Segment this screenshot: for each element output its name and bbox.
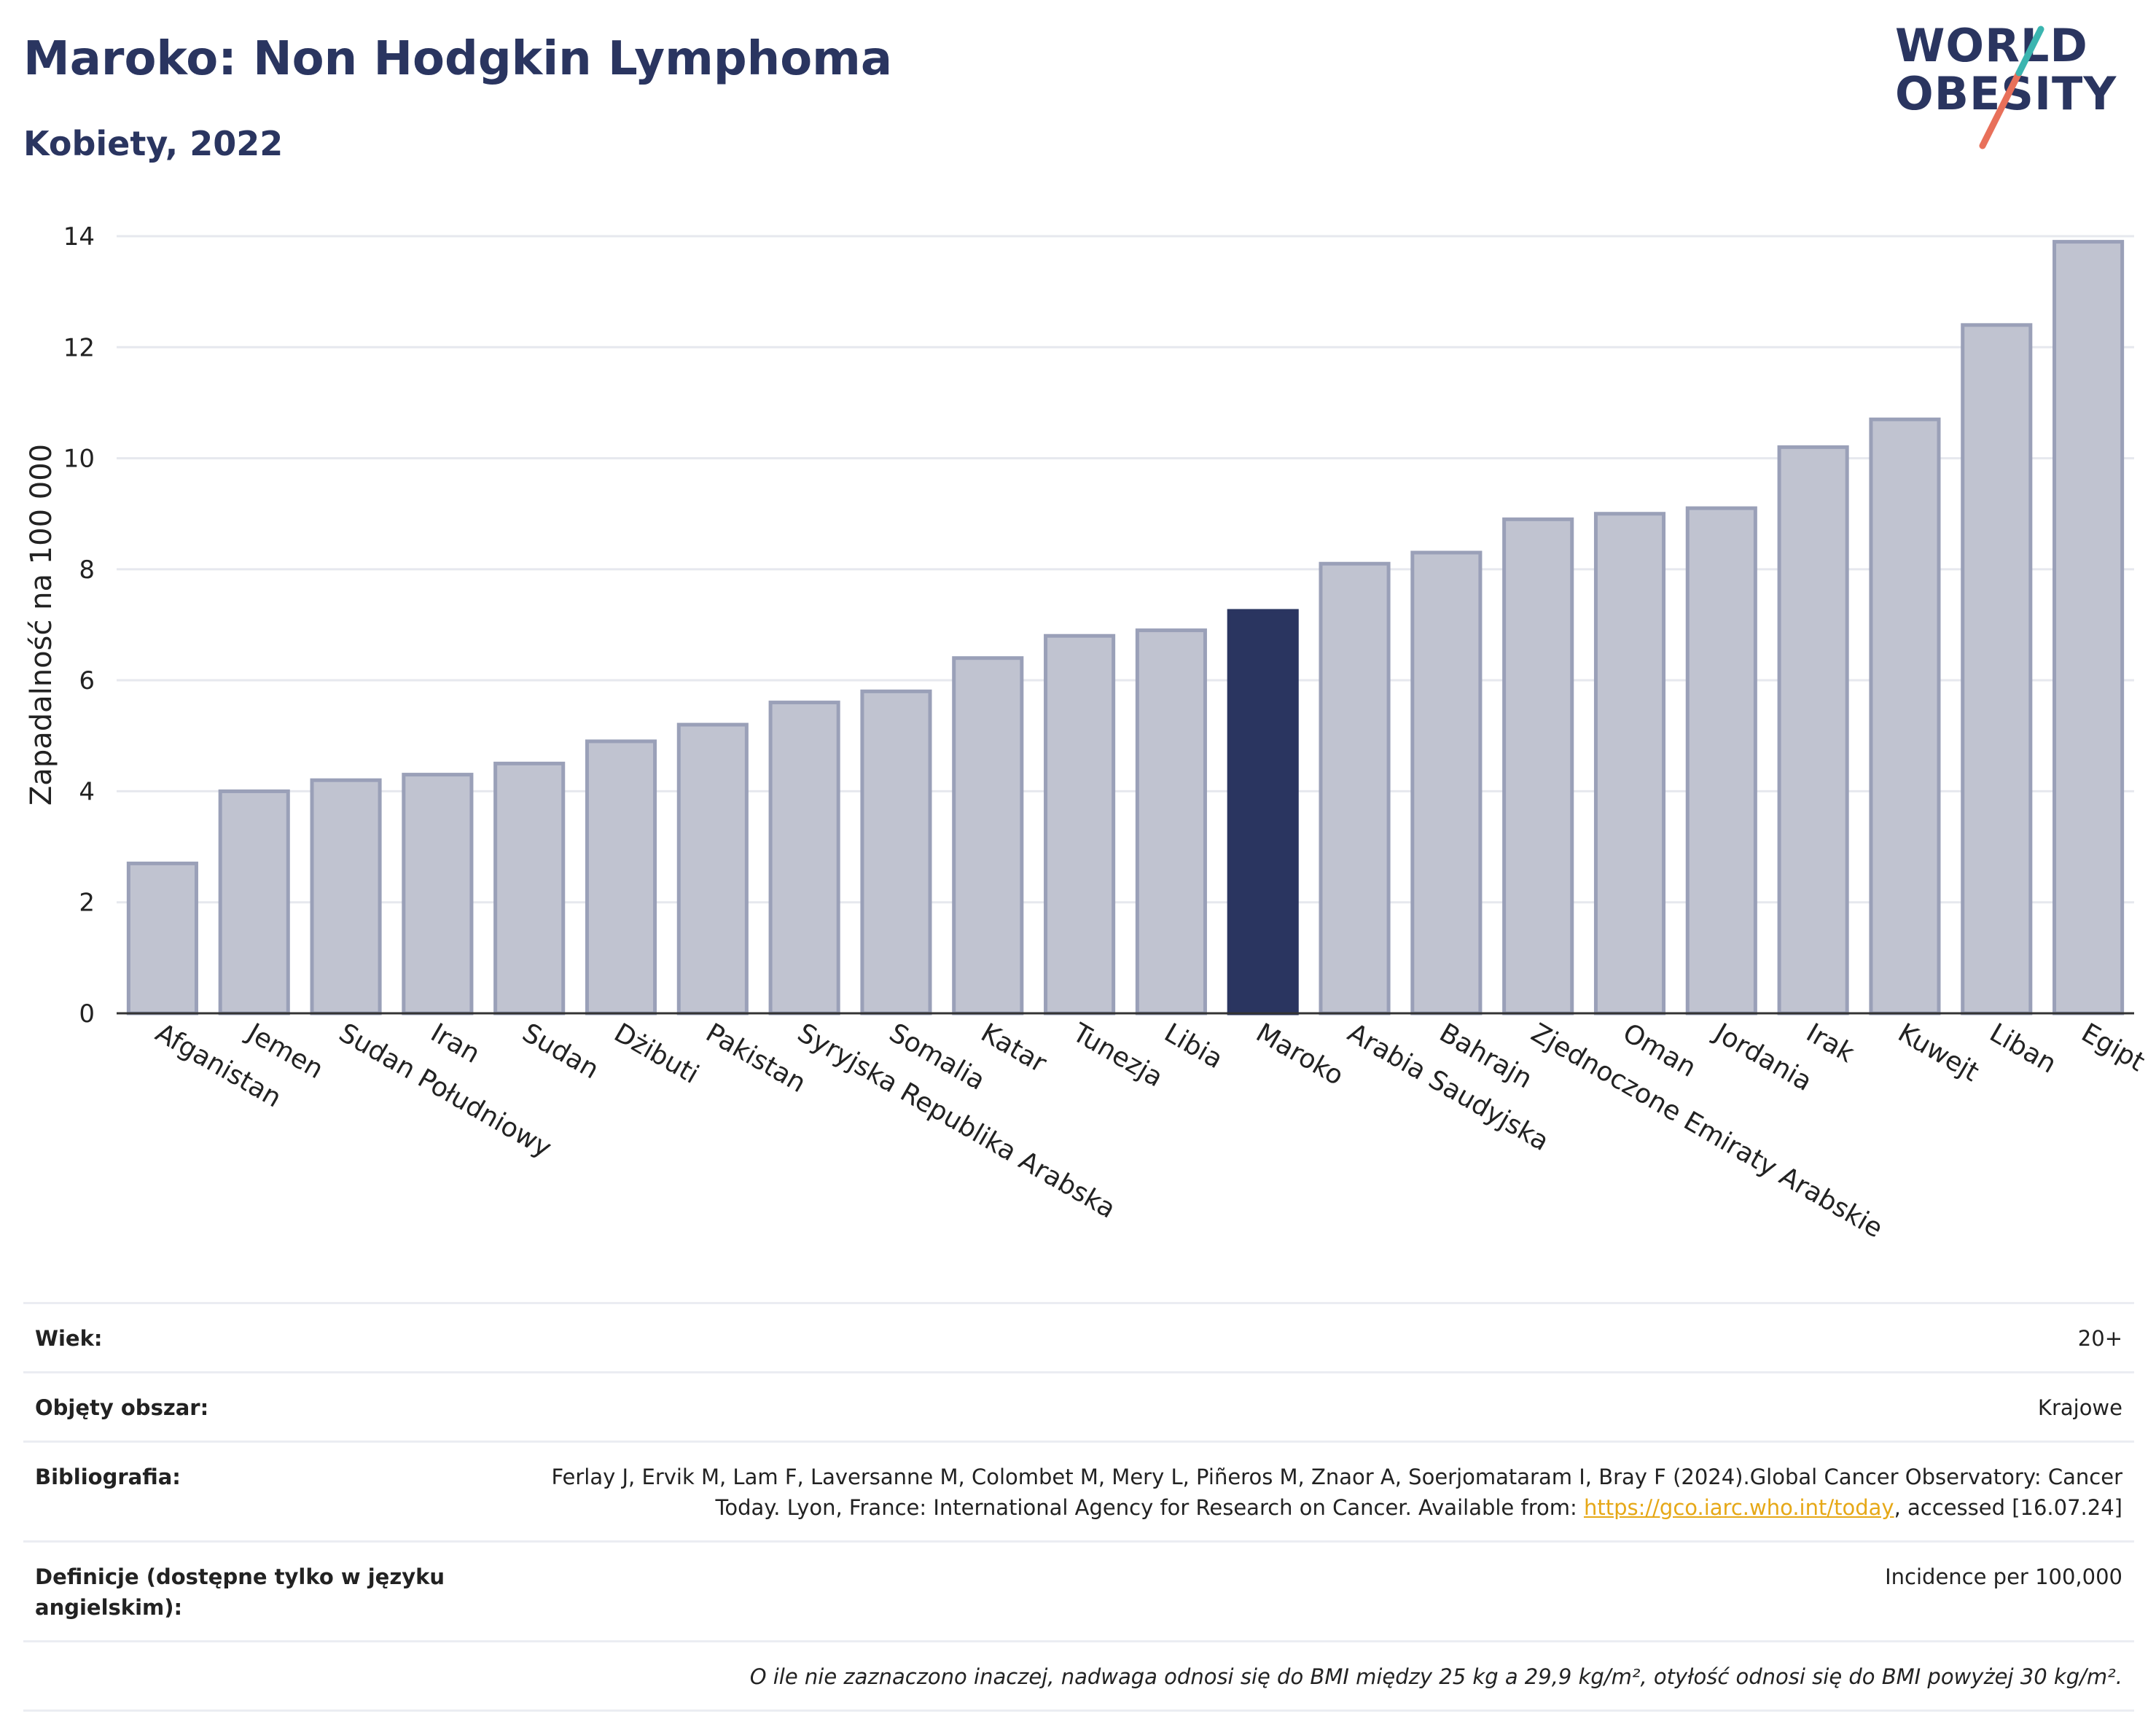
definitions-label: Definicje (dostępne tylko w języku angie… <box>35 1564 445 1620</box>
x-tick-label: Kuwejt <box>1893 1018 1984 1088</box>
bar-15 <box>1502 517 1574 1015</box>
x-tick-label: Dżibuti <box>609 1018 704 1090</box>
x-tick-label: Libia <box>1159 1018 1227 1075</box>
info-table: Wiek: 20+ Objęty obszar: Krajowe Bibliog… <box>23 1302 2134 1712</box>
x-tick-label: Tunezja <box>1067 1018 1168 1093</box>
y-tick-label: 4 <box>79 777 95 806</box>
bar-5 <box>585 739 657 1015</box>
bibliography-accessed: , accessed [16.07.24] <box>1894 1495 2122 1520</box>
bmi-note: O ile nie zaznaczono inaczej, nadwaga od… <box>749 1664 2122 1689</box>
bibliography-value: Ferlay J, Ervik M, Lam F, Laversanne M, … <box>519 1462 2122 1523</box>
bar-0 <box>126 861 198 1015</box>
bar-2 <box>310 778 382 1015</box>
y-tick-label: 0 <box>79 999 95 1029</box>
info-row-bibliography: Bibliografia: Ferlay J, Ervik M, Lam F, … <box>23 1440 2134 1540</box>
page-subtitle: Kobiety, 2022 <box>23 124 284 163</box>
bibliography-link[interactable]: https://gco.iarc.who.int/today <box>1583 1495 1894 1520</box>
x-tick-label: Sudan <box>517 1018 604 1085</box>
x-tick-label: Maroko <box>1251 1018 1348 1091</box>
x-tick-label: Liban <box>1985 1018 2061 1079</box>
info-row-age: Wiek: 20+ <box>23 1302 2134 1371</box>
x-tick-label: Iran <box>426 1018 485 1069</box>
world-obesity-logo: WORLD OBESITY <box>1895 22 2143 160</box>
y-axis-title: Zapadalność na 100 000 <box>25 444 58 806</box>
bar-21 <box>2053 240 2125 1015</box>
logo-word-1: WORLD <box>1895 19 2088 72</box>
x-tick-label: Jordania <box>1708 1017 1817 1097</box>
y-tick-label: 2 <box>79 889 95 918</box>
bar-20 <box>1961 323 2033 1015</box>
bar-8 <box>860 689 932 1015</box>
bar-12 <box>1227 609 1299 1015</box>
definitions-value: Incidence per 100,000 <box>1885 1564 2122 1589</box>
bibliography-text: Ferlay J, Ervik M, Lam F, Laversanne M, … <box>551 1465 2122 1520</box>
bar-6 <box>676 722 749 1015</box>
y-tick-label: 12 <box>63 333 95 362</box>
bar-16 <box>1593 512 1666 1015</box>
bar-18 <box>1777 445 1849 1015</box>
x-tick-label: Egipt <box>2077 1018 2150 1077</box>
x-tick-label: Syryjska Republika Arabska <box>792 1018 1120 1224</box>
x-tick-label: Pakistan <box>700 1018 811 1099</box>
bar-13 <box>1319 561 1391 1015</box>
bar-10 <box>1044 633 1116 1015</box>
bar-9 <box>952 656 1024 1015</box>
age-label: Wiek: <box>35 1326 103 1351</box>
bibliography-label: Bibliografia: <box>35 1465 181 1489</box>
info-row-note: O ile nie zaznaczono inaczej, nadwaga od… <box>23 1640 2134 1712</box>
info-row-coverage: Objęty obszar: Krajowe <box>23 1371 2134 1440</box>
bar-17 <box>1685 506 1757 1015</box>
bar-1 <box>218 789 290 1015</box>
page-title: Maroko: Non Hodgkin Lymphoma <box>23 32 893 86</box>
y-tick-label: 14 <box>63 222 95 252</box>
bar-4 <box>493 761 566 1015</box>
coverage-label: Objęty obszar: <box>35 1395 209 1420</box>
bar-19 <box>1869 417 1941 1015</box>
info-row-definitions: Definicje (dostępne tylko w języku angie… <box>23 1540 2134 1640</box>
y-tick-label: 6 <box>79 666 95 695</box>
logo-slash-icon <box>1979 26 2044 149</box>
y-tick-label: 8 <box>79 555 95 585</box>
bar-14 <box>1410 550 1483 1015</box>
age-value: 20+ <box>2077 1326 2122 1351</box>
y-tick-label: 10 <box>63 445 95 474</box>
bar-3 <box>402 773 474 1015</box>
coverage-value: Krajowe <box>2037 1395 2122 1420</box>
bar-11 <box>1135 628 1207 1015</box>
x-tick-label: Irak <box>1801 1018 1859 1069</box>
bar-7 <box>768 701 840 1015</box>
